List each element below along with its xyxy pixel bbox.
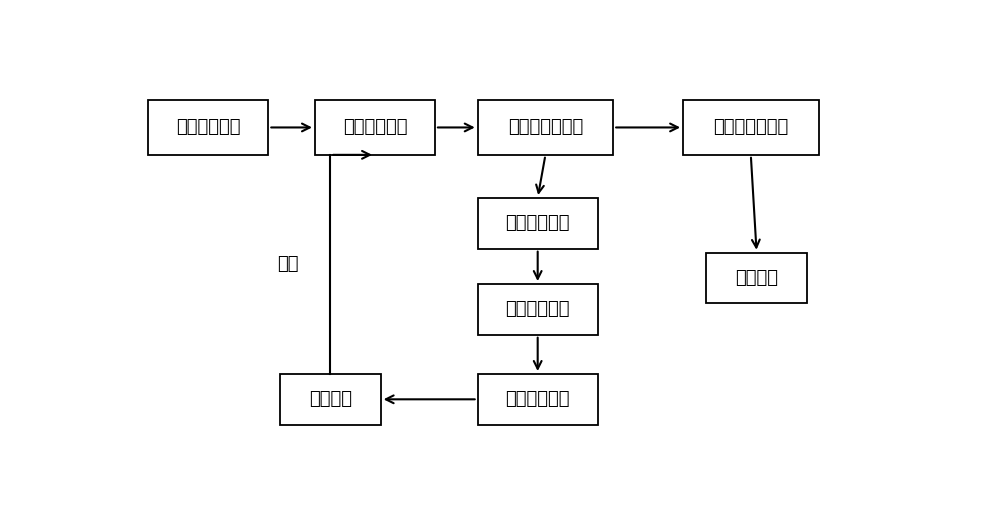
- FancyBboxPatch shape: [683, 100, 819, 155]
- Text: 菌群富集培养: 菌群富集培养: [505, 300, 570, 319]
- FancyBboxPatch shape: [478, 198, 598, 249]
- FancyBboxPatch shape: [478, 284, 598, 335]
- Text: 接种: 接种: [277, 256, 298, 273]
- Text: 二次发酵初期: 二次发酵初期: [343, 118, 407, 137]
- Text: 堆肥成品: 堆肥成品: [735, 269, 778, 287]
- FancyBboxPatch shape: [478, 374, 598, 425]
- Text: 提取优势菌群: 提取优势菌群: [505, 214, 570, 232]
- Text: 菌群驯化培养: 菌群驯化培养: [505, 390, 570, 408]
- FancyBboxPatch shape: [148, 100, 268, 155]
- FancyBboxPatch shape: [478, 100, 613, 155]
- Text: 一次发酵产物: 一次发酵产物: [176, 118, 241, 137]
- FancyBboxPatch shape: [706, 252, 807, 303]
- Text: 二次发酵高温期: 二次发酵高温期: [508, 118, 583, 137]
- Text: 复合菌剂: 复合菌剂: [309, 390, 352, 408]
- FancyBboxPatch shape: [315, 100, 435, 155]
- Text: 二次发酵降温期: 二次发酵降温期: [713, 118, 788, 137]
- FancyBboxPatch shape: [280, 374, 381, 425]
